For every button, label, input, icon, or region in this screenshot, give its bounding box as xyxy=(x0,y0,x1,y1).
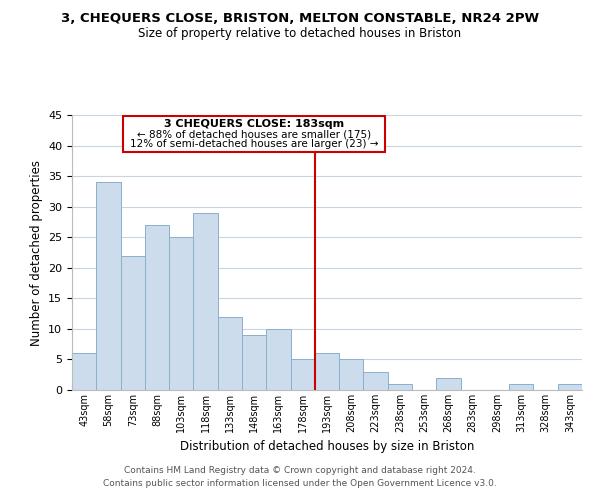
Bar xyxy=(266,329,290,390)
Bar xyxy=(290,360,315,390)
Bar xyxy=(558,384,582,390)
Bar xyxy=(193,213,218,390)
Bar xyxy=(121,256,145,390)
Text: 12% of semi-detached houses are larger (23) →: 12% of semi-detached houses are larger (… xyxy=(130,140,379,149)
Bar xyxy=(72,354,96,390)
Text: Contains HM Land Registry data © Crown copyright and database right 2024.
Contai: Contains HM Land Registry data © Crown c… xyxy=(103,466,497,487)
Bar xyxy=(315,354,339,390)
Bar xyxy=(436,378,461,390)
Text: 3 CHEQUERS CLOSE: 183sqm: 3 CHEQUERS CLOSE: 183sqm xyxy=(164,120,344,130)
Y-axis label: Number of detached properties: Number of detached properties xyxy=(29,160,43,346)
Bar xyxy=(169,237,193,390)
Text: Size of property relative to detached houses in Briston: Size of property relative to detached ho… xyxy=(139,28,461,40)
Bar xyxy=(96,182,121,390)
Bar xyxy=(509,384,533,390)
Bar xyxy=(364,372,388,390)
X-axis label: Distribution of detached houses by size in Briston: Distribution of detached houses by size … xyxy=(180,440,474,454)
Text: 3, CHEQUERS CLOSE, BRISTON, MELTON CONSTABLE, NR24 2PW: 3, CHEQUERS CLOSE, BRISTON, MELTON CONST… xyxy=(61,12,539,26)
Bar xyxy=(242,335,266,390)
FancyBboxPatch shape xyxy=(123,116,385,152)
Bar xyxy=(339,360,364,390)
Bar xyxy=(388,384,412,390)
Text: ← 88% of detached houses are smaller (175): ← 88% of detached houses are smaller (17… xyxy=(137,130,371,140)
Bar xyxy=(145,225,169,390)
Bar xyxy=(218,316,242,390)
